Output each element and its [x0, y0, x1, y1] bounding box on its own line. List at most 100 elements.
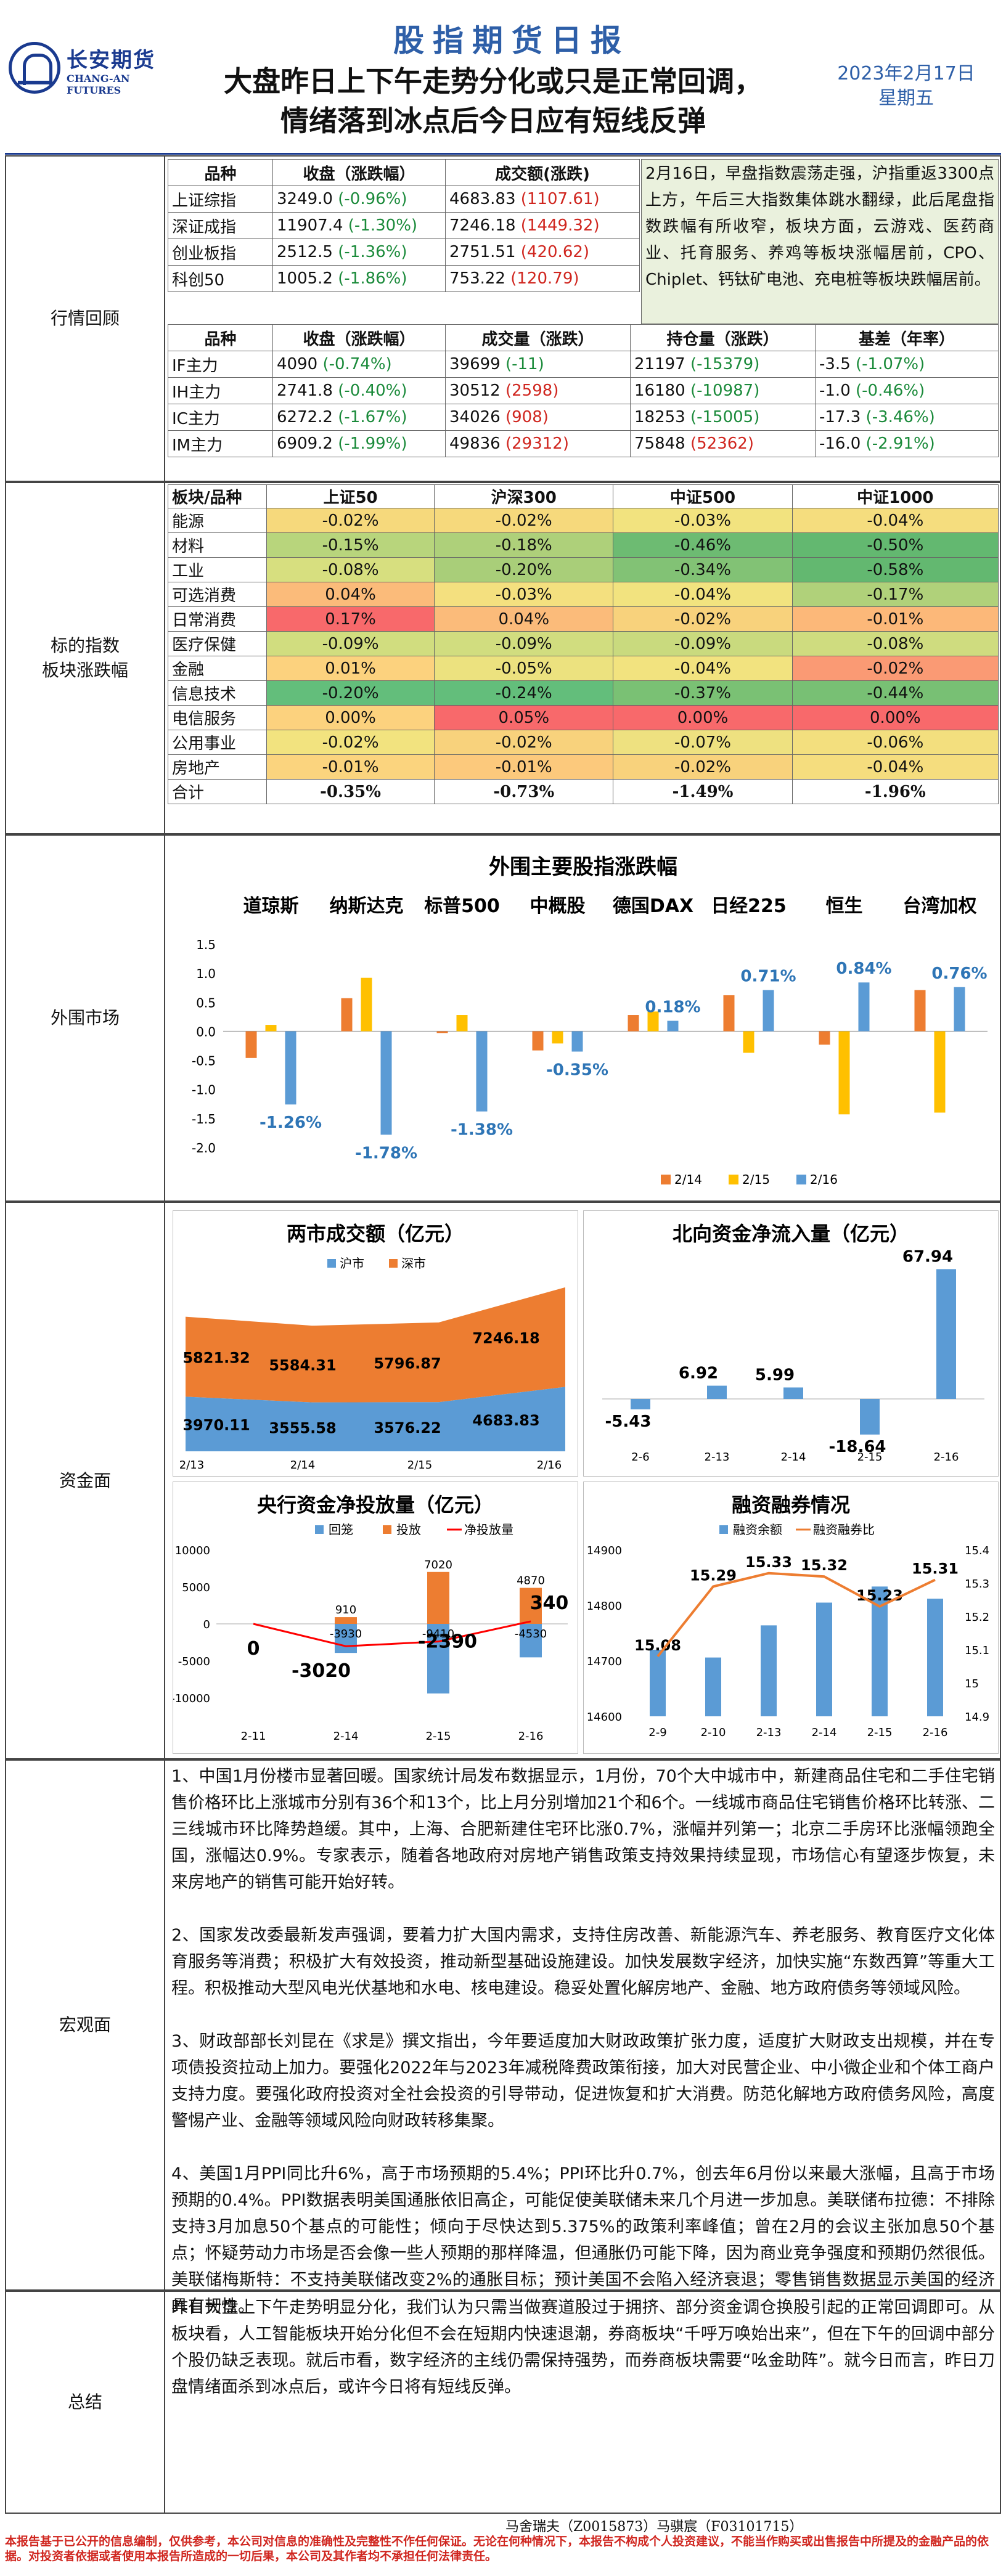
index-amount-change: (1107.61) — [520, 190, 600, 208]
data-label-net: 0 — [247, 1638, 260, 1660]
legend-label: 2/14 — [674, 1172, 702, 1187]
sector-value: -0.04% — [791, 754, 999, 780]
bar — [650, 1650, 666, 1716]
data-label-sh: 3576.22 — [374, 1419, 441, 1437]
data-label-ratio: 15.31 — [912, 1560, 959, 1578]
legend-swatch — [315, 1525, 324, 1534]
index-amount: 7246.18 (1449.32) — [445, 212, 640, 239]
pboc-chart: 央行资金净投放量（亿元） 回笼 投放 净投放量 10000 5000 0 -5000 -1000… — [171, 1482, 578, 1754]
data-label: 0.84% — [836, 960, 891, 978]
index-name: 科创50 — [168, 265, 273, 292]
margin-chart: 融资融券情况 融资余额 融资融券比 14900 14800 14700 14600 15.4 1… — [583, 1482, 999, 1754]
bar — [571, 1031, 583, 1052]
x-tick-label: 2-16 — [518, 1730, 544, 1743]
sector-value: -0.20% — [434, 557, 614, 582]
index-name: 上证综指 — [168, 185, 273, 213]
y-tick-label: -5000 — [178, 1655, 210, 1668]
bar — [860, 1399, 880, 1435]
bar — [631, 1399, 650, 1409]
y-tick-label-left: 14600 — [587, 1711, 622, 1724]
data-label-sz: 5584.31 — [269, 1356, 336, 1374]
y-tick-label-right: 15.1 — [965, 1644, 989, 1657]
futures-oi-change: (52362) — [690, 434, 754, 453]
y-tick-label: 5000 — [182, 1581, 210, 1594]
bar-withdraw — [335, 1624, 357, 1653]
bar — [872, 1586, 888, 1716]
sector-value: -0.02% — [613, 606, 793, 632]
bar — [838, 1031, 850, 1115]
turnover-chart-svg: 两市成交额（亿元） 沪市 深市 3970.11 5821.32 2/13 3555.58 55… — [179, 1222, 565, 1472]
bar — [647, 1011, 659, 1032]
sector-total-row: 合计 -0.35% -0.73% -1.49% -1.96% — [168, 779, 999, 804]
data-label-sz: 7246.18 — [472, 1330, 539, 1347]
sector-value: -0.46% — [613, 532, 793, 558]
area-sh — [186, 1387, 565, 1451]
y-tick-label-right: 15.2 — [965, 1611, 989, 1624]
brand-en: CHANG-AN FUTURES — [67, 73, 130, 96]
index-row: 上证综指 3249.0 (-0.96%) 4683.83 (1107.61) — [168, 185, 640, 213]
authors: 马舍瑞夫（Z0015873）马骐宸（F03101715） — [505, 2519, 803, 2535]
sector-name: 房地产 — [168, 754, 267, 780]
sector-value: -0.02% — [434, 730, 614, 755]
futures-oi: 18253 (-15005) — [630, 404, 816, 431]
futures-vol-change: (29312) — [505, 434, 569, 453]
data-label: -5.43 — [605, 1412, 652, 1431]
bar — [783, 1387, 803, 1399]
chart-title: 两市成交额（亿元） — [287, 1222, 464, 1245]
sector-name: 日常消费 — [168, 606, 267, 632]
sector-row: 工业 -0.08% -0.20% -0.34% -0.58% — [168, 557, 999, 582]
data-label: -0.35% — [546, 1061, 608, 1079]
sector-value: -0.09% — [613, 631, 793, 656]
data-label: 0.18% — [645, 998, 700, 1016]
x-tick-label: 2-16 — [923, 1726, 948, 1739]
legend-swatch — [729, 1175, 738, 1184]
y-tick-label-left: 14700 — [587, 1655, 622, 1668]
bar — [532, 1031, 544, 1051]
x-tick-label: 2-14 — [333, 1730, 359, 1743]
futures-volume: 49836 (29312) — [445, 430, 631, 457]
data-label-net: -3020 — [292, 1660, 351, 1682]
headline: 大盘昨日上下午走势分化或只是正常回调， 情绪落到冰点后今日应有短线反弹 — [185, 62, 801, 141]
sector-value: -0.02% — [266, 508, 435, 533]
category-label: 恒生 — [826, 895, 863, 917]
futures-row: IM主力 6909.2 (-1.99%) 49836 (29312) 75848 (5… — [168, 430, 999, 457]
data-label: -18.64 — [828, 1438, 886, 1456]
net-line — [253, 1620, 531, 1647]
bar — [361, 977, 372, 1032]
chart-title: 北向资金净流入量（亿元） — [673, 1222, 909, 1245]
futures-basis: -17.3 (-3.46%) — [815, 404, 999, 431]
sector-value: -0.04% — [791, 508, 999, 533]
ratio-line — [656, 1571, 936, 1658]
sector-value: -0.03% — [434, 582, 614, 607]
macro-paragraph-4: 4、美国1月PPI同比升6%，高于市场预期的5.4%；PPI环比升0.7%，创去… — [171, 2164, 995, 2316]
legend-swatch — [796, 1175, 806, 1184]
futures-oi-change: (-15379) — [690, 355, 760, 373]
index-close: 1005.2 (-1.86%) — [272, 265, 446, 292]
headline-line-2: 情绪落到冰点后今日应有短线反弹 — [280, 104, 706, 137]
sector-row: 公用事业 -0.02% -0.02% -0.07% -0.06% — [168, 730, 999, 755]
section-label-funds: 资金面 — [6, 1203, 165, 1758]
index-amount-change: (1449.32) — [520, 216, 600, 235]
index-amount-change: (420.62) — [520, 243, 590, 261]
bar-withdraw — [427, 1624, 449, 1694]
macro-body: 1、中国1月份楼市显著回暖。国家统计局发布数据显示，1月份，70个大中城市中，新… — [171, 1763, 995, 2320]
turnover-chart: 两市成交额（亿元） 沪市 深市 3970.11 5821.32 2/13 3555.58 55… — [173, 1210, 578, 1477]
legend-label: 净投放量 — [464, 1522, 513, 1537]
review-text: 2月16日，早盘指数震荡走强，沪指重返3300点上方，午后三大指数集体跳水翻绿，… — [641, 159, 999, 324]
data-label-sh: 3555.58 — [269, 1419, 336, 1437]
data-label-sz: 5796.87 — [374, 1355, 441, 1372]
th-f-vol: 成交量（涨跌） — [445, 324, 631, 351]
sector-value: -0.01% — [266, 754, 435, 780]
x-tick-label: 2-9 — [648, 1726, 666, 1739]
report-date: 2023年2月17日 星期五 — [826, 62, 986, 111]
futures-name: IM主力 — [168, 430, 273, 457]
sector-value: 0.00% — [266, 705, 435, 730]
index-change: (-1.86%) — [338, 269, 407, 288]
y-tick-label-right: 15 — [965, 1677, 979, 1690]
category-label: 德国DAX — [613, 895, 693, 917]
futures-close: 6909.2 (-1.99%) — [272, 430, 446, 457]
futures-row: IC主力 6272.2 (-1.67%) 34026 (908) 18253 (-15… — [168, 404, 999, 431]
bar — [761, 1625, 777, 1716]
data-label: 0.76% — [931, 964, 987, 983]
index-amount: 4683.83 (1107.61) — [445, 185, 640, 213]
